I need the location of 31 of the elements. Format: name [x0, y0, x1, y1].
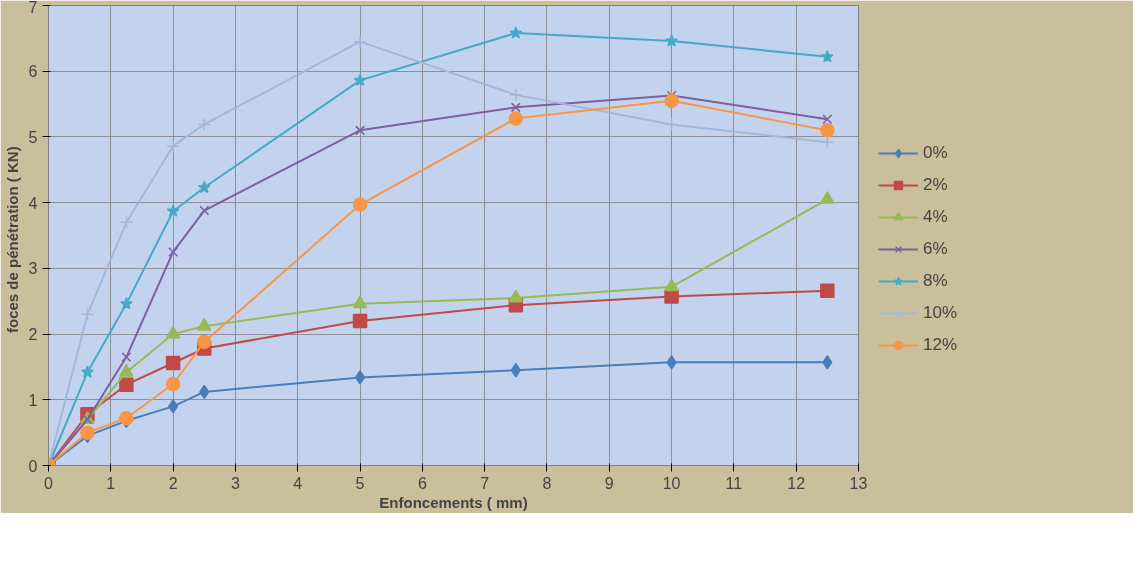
legend-label: 4% [923, 207, 948, 227]
legend-label: 0% [923, 143, 948, 163]
y-tick-label: 3 [28, 260, 38, 278]
x-tick-label: 5 [355, 474, 365, 492]
legend-label: 8% [923, 271, 948, 291]
y-tick-label: 2 [28, 326, 38, 344]
x-tick-label: 6 [417, 474, 427, 492]
legend-label: 6% [923, 239, 948, 259]
y-tick-label: 7 [28, 0, 38, 16]
legend-label: 10% [923, 303, 958, 323]
x-tick-label: 4 [293, 474, 303, 492]
legend-label: 2% [923, 175, 948, 195]
x-tick-label: 2 [168, 474, 178, 492]
y-tick-label: 1 [28, 391, 38, 409]
x-tick-label: 8 [542, 474, 552, 492]
x-tick-label: 3 [230, 474, 240, 492]
x-tick-label: 9 [604, 474, 614, 492]
y-tick-label: 5 [28, 128, 38, 146]
x-tick-label: 11 [725, 474, 743, 492]
x-axis-title: Enfoncements ( mm) [379, 493, 528, 511]
x-tick-label: 13 [849, 474, 868, 492]
y-tick-label: 4 [28, 194, 38, 212]
y-tick-label: 6 [28, 63, 38, 81]
x-tick-label: 7 [480, 474, 490, 492]
legend-label: 12% [923, 335, 958, 355]
y-tick-label: 0 [28, 457, 38, 475]
x-tick-label: 1 [106, 474, 116, 492]
x-tick-label: 0 [44, 474, 54, 492]
x-tick-label: 10 [662, 474, 681, 492]
y-axis-title: foces de pénétration ( KN) [3, 146, 21, 334]
x-tick-label: 12 [787, 474, 806, 492]
